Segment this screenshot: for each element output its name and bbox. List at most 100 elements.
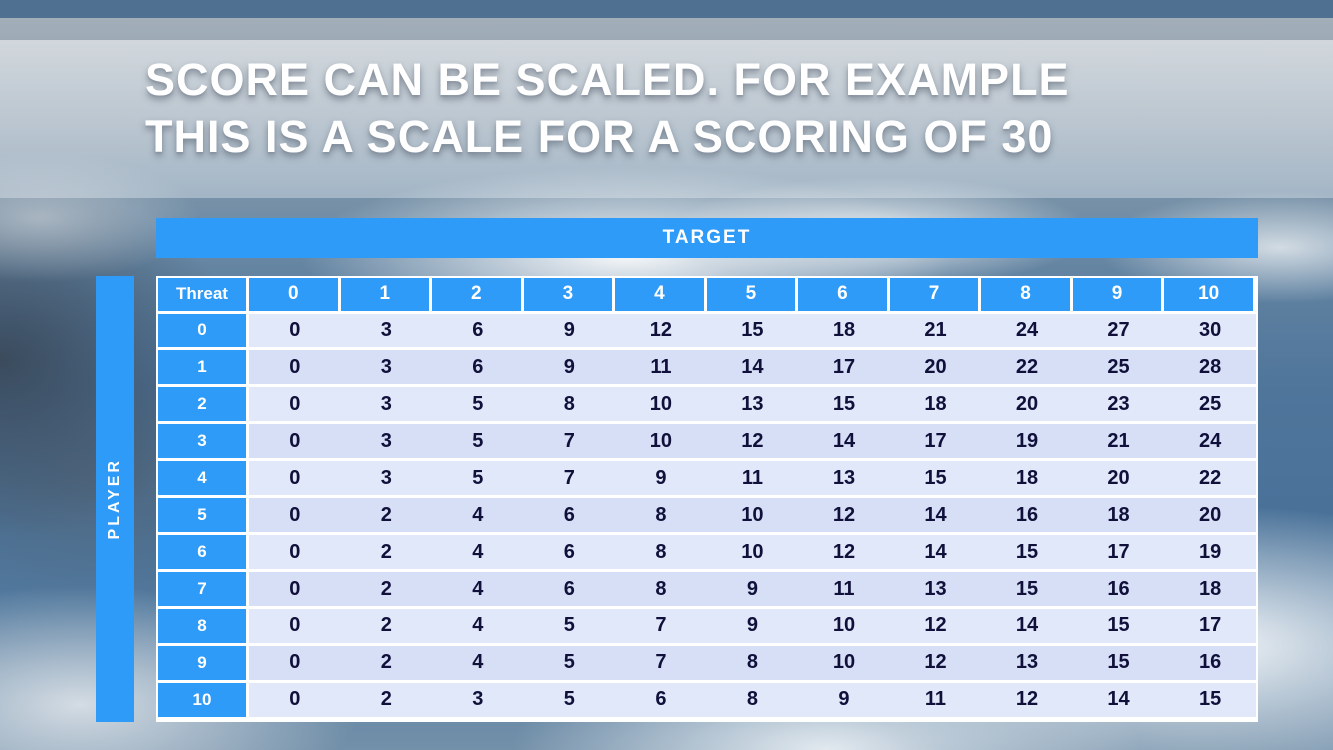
score-cell: 10 [798,645,890,683]
target-column-header: 8 [981,278,1073,314]
target-column-header: 6 [798,278,890,314]
score-cell: 7 [615,609,707,646]
score-cell: 8 [615,535,707,573]
table-row: 1 0 3 6 9 11 14 17 20 22 25 28 [158,350,1256,388]
player-row-header: 10 [158,682,249,720]
score-cell: 8 [615,572,707,610]
score-cell: 2 [340,535,433,573]
score-cell: 22 [1164,461,1256,499]
score-cell: 20 [889,350,982,388]
score-cell: 7 [615,645,707,683]
score-cell: 12 [798,498,890,536]
title-line-1: SCORE CAN BE SCALED. FOR EXAMPLE [145,54,1070,105]
target-column-header: 2 [432,278,524,314]
score-cell: 7 [523,461,616,499]
score-cell: 5 [432,424,524,462]
score-cell: 15 [798,387,890,425]
score-cell: 23 [1072,387,1165,425]
score-cell: 17 [798,350,890,388]
target-label: TARGET [662,227,752,248]
score-cell: 11 [615,350,707,388]
score-cell: 4 [432,572,524,610]
player-row-header: 7 [158,572,249,610]
score-cell: 15 [981,535,1073,573]
score-cell: 16 [1164,645,1256,683]
score-cell: 0 [249,313,341,351]
score-cell: 6 [432,313,524,351]
score-cell: 9 [798,682,890,720]
target-header-bar: TARGET [156,218,1258,258]
score-cell: 0 [249,498,341,536]
score-cell: 2 [340,609,433,646]
score-cell: 15 [1164,682,1256,720]
score-cell: 9 [523,313,616,351]
score-cell: 5 [523,645,616,683]
score-cell: 12 [889,645,982,683]
score-cell: 13 [889,572,982,610]
score-cell: 3 [340,350,433,388]
score-cell: 18 [889,387,982,425]
score-cell: 25 [1072,350,1165,388]
score-cell: 3 [340,424,433,462]
score-cell: 12 [981,682,1073,720]
score-cell: 14 [706,350,799,388]
score-cell: 14 [889,498,982,536]
score-cell: 0 [249,535,341,573]
player-label: PLAYER [106,458,123,540]
score-cell: 30 [1164,313,1256,351]
score-cell: 8 [523,387,616,425]
score-cell: 10 [706,535,799,573]
score-cell: 3 [432,682,524,720]
score-cell: 12 [798,535,890,573]
score-cell: 11 [889,682,982,720]
score-cell: 0 [249,572,341,610]
target-column-header: 7 [889,278,982,314]
target-column-header: 9 [1072,278,1165,314]
score-cell: 15 [1072,609,1165,646]
score-cell: 0 [249,645,341,683]
player-row-header: 4 [158,461,249,499]
score-cell: 12 [706,424,799,462]
score-cell: 8 [615,498,707,536]
score-cell: 14 [798,424,890,462]
score-cell: 5 [432,461,524,499]
score-cell: 11 [706,461,799,499]
score-cell: 25 [1164,387,1256,425]
score-table-grid: Threat 0 1 2 3 4 5 6 7 8 9 10 0 0 3 6 9 12 15 18 21 24 27 30 1… [158,278,1256,720]
table-row: 4 0 3 5 7 9 11 13 15 18 20 22 [158,461,1256,499]
score-cell: 10 [798,609,890,646]
score-cell: 7 [523,424,616,462]
score-cell: 9 [706,609,799,646]
score-table: Threat 0 1 2 3 4 5 6 7 8 9 10 0 0 3 6 9 12 15 18 21 24 27 30 1… [156,276,1258,722]
score-cell: 17 [1164,609,1256,646]
table-row: 9 0 2 4 5 7 8 10 12 13 15 16 [158,645,1256,683]
score-cell: 2 [340,645,433,683]
score-cell: 22 [981,350,1073,388]
score-cell: 19 [1164,535,1256,573]
table-row: 2 0 3 5 8 10 13 15 18 20 23 25 [158,387,1256,425]
score-cell: 4 [432,498,524,536]
table-row: 10 0 2 3 5 6 8 9 11 12 14 15 [158,682,1256,720]
score-cell: 21 [889,313,982,351]
score-cell: 20 [981,387,1073,425]
score-cell: 5 [432,387,524,425]
score-table-body: Threat 0 1 2 3 4 5 6 7 8 9 10 0 0 3 6 9 12 15 18 21 24 27 30 1… [158,278,1256,720]
target-column-header: 4 [615,278,707,314]
score-cell: 13 [798,461,890,499]
score-cell: 18 [798,313,890,351]
score-cell: 15 [981,572,1073,610]
score-cell: 6 [523,572,616,610]
score-cell: 6 [432,350,524,388]
player-row-header: 8 [158,609,249,646]
score-cell: 13 [706,387,799,425]
score-cell: 3 [340,387,433,425]
score-cell: 20 [1164,498,1256,536]
title-line-2: THIS IS A SCALE FOR A SCORING OF 30 [145,111,1054,162]
table-row: 7 0 2 4 6 8 9 11 13 15 16 18 [158,572,1256,610]
score-cell: 15 [706,313,799,351]
score-cell: 0 [249,350,341,388]
score-cell: 28 [1164,350,1256,388]
score-cell: 4 [432,535,524,573]
slide-title: SCORE CAN BE SCALED. FOR EXAMPLE THIS IS… [0,40,1333,165]
player-row-header: 9 [158,645,249,683]
